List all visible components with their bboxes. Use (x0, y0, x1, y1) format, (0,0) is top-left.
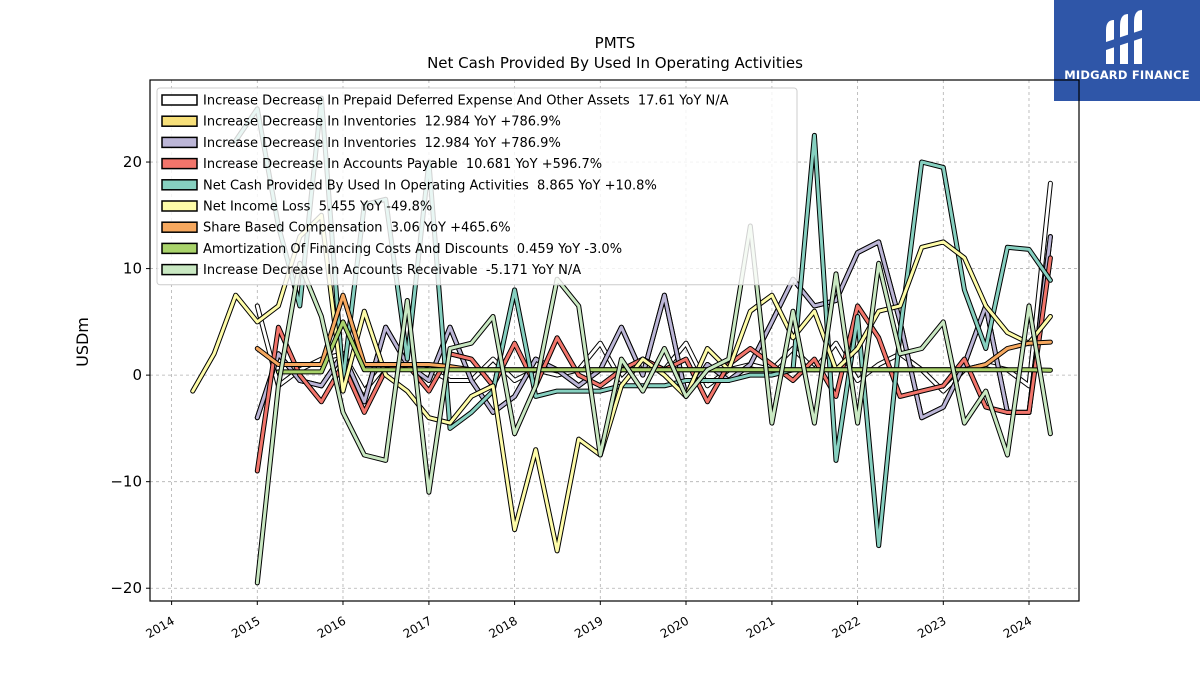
legend-swatch (161, 94, 198, 106)
y-tick-label: 10 (123, 260, 142, 278)
chart-subtitle: Net Cash Provided By Used In Operating A… (427, 54, 803, 72)
legend-item: Increase Decrease In Prepaid Deferred Ex… (161, 94, 729, 109)
x-tick-label: 2015 (229, 614, 262, 641)
legend-label: Increase Decrease In Prepaid Deferred Ex… (203, 94, 729, 109)
x-tick-label: 2023 (915, 614, 948, 641)
legend-label: Increase Decrease In Accounts Payable 10… (203, 157, 602, 172)
legend-swatch (161, 115, 198, 127)
chart-title: PMTS (595, 34, 636, 52)
y-tick-label: −10 (110, 473, 142, 491)
plot-frame (149, 79, 1080, 602)
series-line (255, 235, 1052, 420)
legend-item: Net Income Loss 5.455 YoY -49.8% (161, 200, 432, 215)
y-tick-label: 0 (132, 366, 142, 384)
legend-swatch (161, 200, 198, 212)
legend-label: Net Cash Provided By Used In Operating A… (203, 178, 657, 193)
series-2 (254, 234, 1053, 421)
x-tick-label: 2022 (829, 614, 862, 641)
legend-item: Increase Decrease In Inventories 12.984 … (161, 115, 561, 130)
brand-logo: MIDGARD FINANCE (1054, 0, 1200, 101)
x-tick-label: 2017 (401, 614, 434, 641)
legend-swatch (161, 242, 198, 255)
legend-item: Net Cash Provided By Used In Operating A… (161, 178, 657, 193)
legend-label: Net Income Loss 5.455 YoY -49.8% (203, 200, 432, 215)
y-axis-label: USDm (73, 317, 92, 367)
series-line (276, 320, 1052, 374)
x-tick-label: 2020 (658, 614, 691, 641)
x-tick-label: 2018 (486, 614, 519, 641)
legend-label: Increase Decrease In Inventories 12.984 … (203, 115, 561, 130)
legend-label: Share Based Compensation 3.06 YoY +465.6… (203, 221, 511, 236)
legend-swatch (161, 263, 198, 276)
x-tick-label: 2014 (143, 614, 176, 641)
legend-item: Increase Decrease In Inventories 12.984 … (161, 136, 561, 151)
x-tick-label: 2019 (572, 614, 605, 641)
series-7 (275, 319, 1053, 375)
legend-swatch (161, 157, 198, 170)
y-tick-label: 20 (123, 153, 142, 171)
x-tick-label: 2021 (744, 614, 777, 641)
y-tick-label: −20 (110, 579, 142, 597)
legend-label: Increase Decrease In Inventories 12.984 … (203, 136, 561, 151)
legend-box (156, 87, 798, 286)
legend-swatch (161, 179, 198, 191)
legend-item: Amortization Of Financing Costs And Disc… (161, 242, 622, 257)
legend-label: Amortization Of Financing Costs And Disc… (203, 242, 622, 257)
series-line (255, 224, 1052, 585)
legend-item: Share Based Compensation 3.06 YoY +465.6… (161, 221, 511, 236)
legend: Increase Decrease In Prepaid Deferred Ex… (156, 87, 798, 286)
brand-name: MIDGARD FINANCE (1064, 68, 1190, 82)
midgard-logo-icon (1106, 10, 1142, 64)
series-8 (254, 223, 1053, 586)
legend-swatch (161, 136, 198, 149)
legend-swatch (161, 221, 198, 233)
legend-item: Increase Decrease In Accounts Payable 10… (161, 157, 602, 172)
series-lines (190, 95, 1053, 586)
legend-item: Increase Decrease In Accounts Receivable… (161, 263, 581, 278)
x-tick-label: 2016 (315, 614, 348, 641)
x-tick-label: 2024 (1001, 614, 1034, 641)
legend-label: Increase Decrease In Accounts Receivable… (203, 263, 581, 278)
